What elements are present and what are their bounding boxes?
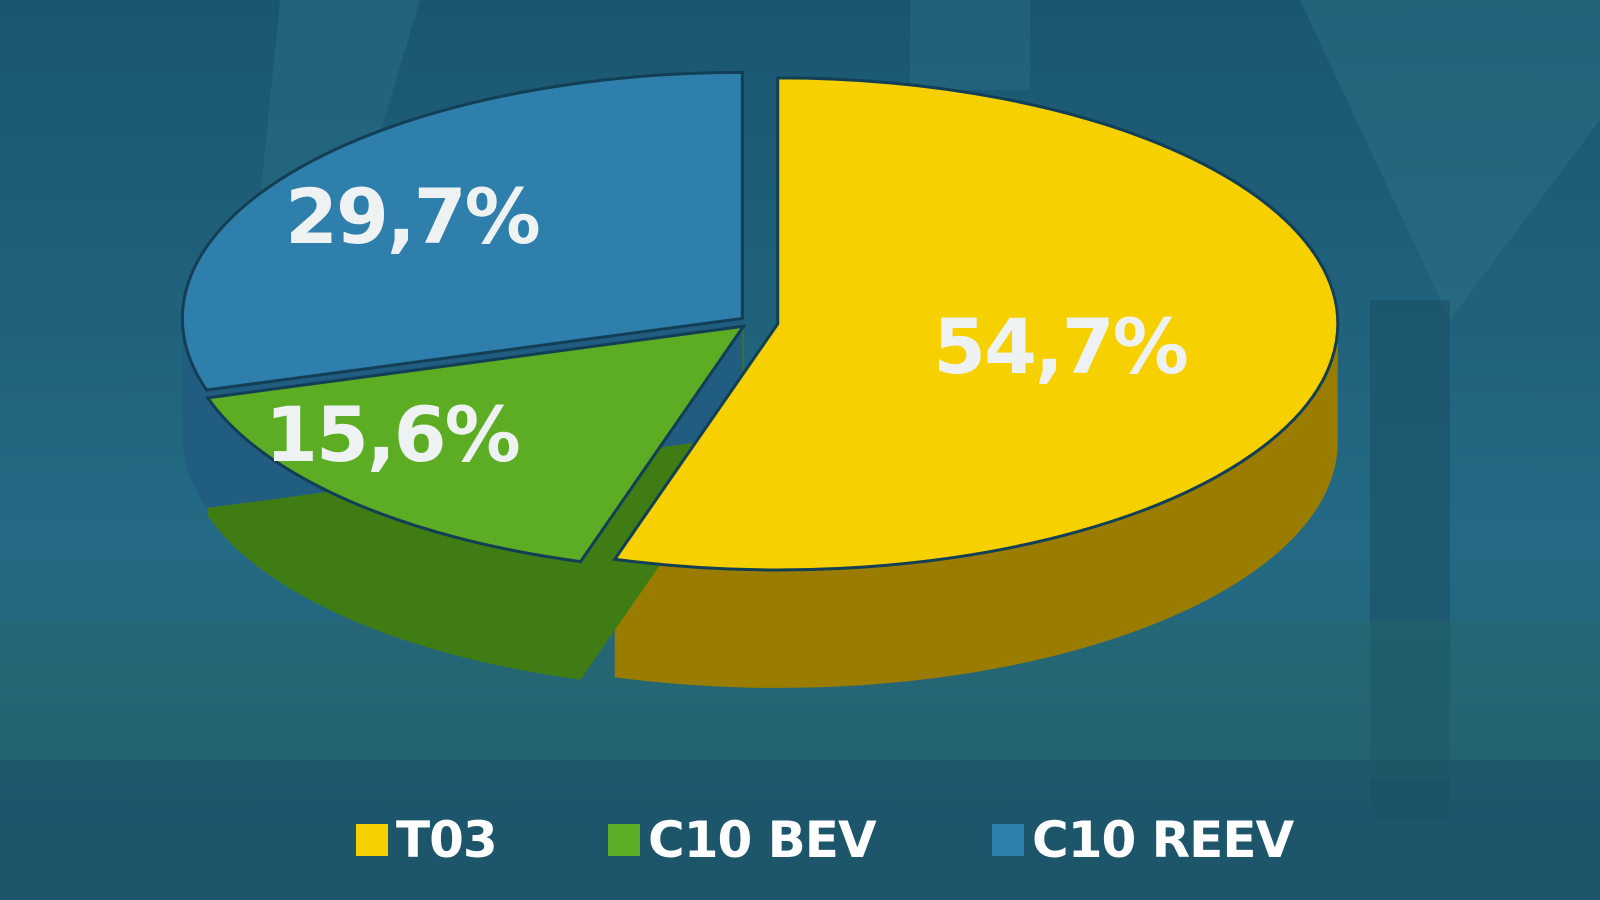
data-label-c10-reev: 29,7% — [285, 172, 539, 261]
slice-t03 — [612, 76, 1340, 572]
legend-item-t03: T03 — [356, 808, 498, 872]
legend-swatch-c10-bev — [608, 824, 640, 856]
legend-item-c10-bev: C10 BEV — [608, 808, 877, 872]
data-label-c10-bev: 15,6% — [265, 390, 519, 479]
legend-label-c10-reev: C10 REEV — [1032, 811, 1294, 869]
slice-side-c10-bev — [207, 397, 581, 680]
legend-label-t03: T03 — [396, 811, 498, 869]
slice-side-c10-reev — [182, 318, 207, 509]
slice-side-t03 — [614, 323, 1338, 688]
legend-swatch-t03 — [356, 824, 388, 856]
chart-legend: T03 C10 BEV C10 REEV — [0, 808, 1600, 872]
legend-label-c10-bev: C10 BEV — [648, 811, 877, 869]
legend-item-c10-reev: C10 REEV — [992, 808, 1294, 872]
legend-swatch-c10-reev — [992, 824, 1024, 856]
data-label-t03: 54,7% — [933, 302, 1187, 391]
slice-c10-reev — [180, 70, 744, 392]
slice-c10-bev — [205, 324, 747, 564]
